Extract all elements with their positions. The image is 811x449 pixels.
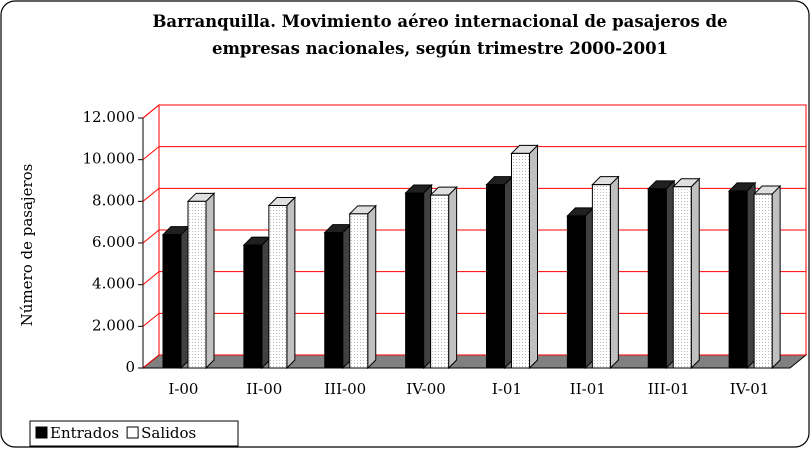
bar bbox=[485, 175, 514, 370]
bar-front bbox=[566, 215, 586, 369]
bar bbox=[591, 175, 620, 370]
x-tick-label: III-01 bbox=[648, 380, 690, 398]
bar bbox=[323, 223, 352, 370]
bar-front bbox=[591, 184, 611, 369]
y-axis-label: Número de pasajeros bbox=[18, 164, 36, 327]
bar bbox=[647, 179, 676, 370]
grid-line-side bbox=[142, 187, 160, 202]
bar bbox=[242, 235, 272, 370]
grid-line-side bbox=[142, 229, 160, 244]
bar-side bbox=[609, 175, 619, 370]
x-tick-label: IV-01 bbox=[730, 380, 770, 398]
bar bbox=[186, 192, 216, 370]
x-tick-label: IV-00 bbox=[406, 380, 446, 398]
bar-side bbox=[690, 177, 700, 370]
bar-front bbox=[511, 152, 530, 369]
bar bbox=[566, 206, 595, 370]
bar bbox=[672, 177, 701, 370]
bar bbox=[404, 183, 433, 370]
bar-front bbox=[753, 193, 773, 369]
bar-front bbox=[647, 188, 667, 369]
grid-line-side bbox=[142, 354, 160, 369]
legend-swatch bbox=[35, 426, 48, 439]
floor bbox=[141, 354, 808, 369]
legend-label: Entrados bbox=[50, 424, 119, 442]
x-tick-label: I-01 bbox=[492, 380, 522, 398]
bar-front bbox=[486, 184, 505, 369]
grid-line-side bbox=[142, 146, 160, 161]
y-tick-label: 2.000 bbox=[92, 316, 135, 334]
legend-swatch bbox=[126, 426, 139, 439]
bar-side bbox=[367, 204, 377, 370]
legend-label: Salidos bbox=[141, 424, 196, 442]
bar-front bbox=[243, 244, 263, 369]
bar-front bbox=[268, 205, 288, 369]
grid-line-side bbox=[142, 104, 160, 119]
bar-front bbox=[187, 200, 207, 369]
bar-front bbox=[728, 190, 748, 369]
bar bbox=[348, 204, 377, 370]
y-tick-label: 6.000 bbox=[92, 233, 135, 251]
bar-front bbox=[672, 186, 692, 369]
grid-line-side bbox=[142, 312, 160, 327]
bar-side bbox=[771, 184, 781, 370]
bar-front bbox=[430, 194, 450, 369]
bar bbox=[727, 181, 757, 370]
chart-title: Barranquilla. Movimiento aéreo internaci… bbox=[152, 12, 728, 58]
y-tick-label: 8.000 bbox=[92, 191, 135, 209]
bar bbox=[161, 225, 191, 370]
y-tick-label: 12.000 bbox=[83, 108, 136, 126]
bar-side bbox=[448, 185, 458, 370]
y-tick-label: 4.000 bbox=[92, 275, 135, 293]
bar-front bbox=[324, 232, 344, 369]
bar bbox=[429, 185, 458, 370]
bar bbox=[267, 196, 297, 370]
x-tick-label: II-00 bbox=[246, 380, 282, 398]
bar bbox=[510, 144, 539, 370]
bar-front bbox=[405, 192, 425, 369]
y-tick-label: 10.000 bbox=[83, 150, 136, 168]
bar bbox=[752, 184, 782, 370]
x-tick-label: III-00 bbox=[324, 380, 366, 398]
bar-side bbox=[205, 192, 215, 370]
y-tick-label: 0 bbox=[125, 358, 135, 376]
bar-side bbox=[286, 196, 296, 370]
x-tick-label: I-00 bbox=[168, 380, 198, 398]
bar-front bbox=[349, 213, 369, 369]
bar-side bbox=[529, 144, 538, 370]
bar-front bbox=[162, 234, 182, 369]
x-tick-label: II-01 bbox=[570, 380, 606, 398]
grid-line-side bbox=[142, 271, 160, 286]
